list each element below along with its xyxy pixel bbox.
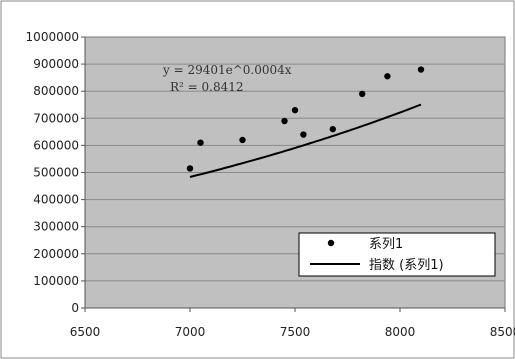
y-tick-label: 300000 bbox=[33, 220, 79, 234]
trendline-layer bbox=[189, 103, 422, 178]
trendline bbox=[189, 103, 422, 178]
data-point bbox=[329, 125, 336, 133]
legend-marker-series1 bbox=[327, 239, 335, 247]
y-tick-label: 1000000 bbox=[26, 30, 79, 44]
y-tick-label: 400000 bbox=[33, 193, 79, 207]
y-tick-label: 600000 bbox=[33, 138, 79, 152]
data-point bbox=[384, 73, 391, 80]
trendline-equation: y = 29401e^0.0004x R² = 0.8412 bbox=[162, 63, 292, 94]
equation-label: y = 29401e^0.0004x bbox=[162, 63, 292, 77]
y-tick-label: 800000 bbox=[33, 84, 79, 98]
data-point bbox=[359, 90, 366, 98]
y-tick-label: 100000 bbox=[33, 274, 79, 288]
x-tick-label: 7000 bbox=[175, 325, 206, 339]
r-squared-label: R² = 0.8412 bbox=[170, 80, 244, 94]
points-layer bbox=[186, 66, 425, 172]
y-tick-label: 900000 bbox=[33, 57, 79, 71]
data-point bbox=[197, 139, 204, 146]
data-point bbox=[291, 106, 299, 114]
y-tick-label: 700000 bbox=[33, 111, 79, 125]
data-point bbox=[300, 131, 307, 138]
plot-area bbox=[84, 36, 506, 309]
legend-label-series1: 系列1 bbox=[369, 237, 403, 252]
axes: 0 100000 200000 300000 400000 500000 600000 700… bbox=[26, 30, 515, 339]
data-point bbox=[239, 136, 246, 144]
data-point bbox=[186, 165, 194, 172]
y-tick-label: 200000 bbox=[33, 247, 79, 261]
y-tick-label: 0 bbox=[71, 301, 79, 315]
legend-label-trendline: 指数 (系列1) bbox=[369, 258, 444, 273]
legend: 系列1 指数 (系列1) bbox=[298, 232, 496, 277]
data-point bbox=[281, 117, 288, 125]
data-point bbox=[417, 66, 425, 73]
x-tick-label: 8000 bbox=[385, 325, 416, 339]
x-tick-label: 8500 bbox=[490, 325, 515, 339]
x-tick-label: 6500 bbox=[70, 325, 101, 339]
x-tick-label: 7500 bbox=[280, 325, 311, 339]
y-tick-label: 500000 bbox=[33, 166, 79, 180]
